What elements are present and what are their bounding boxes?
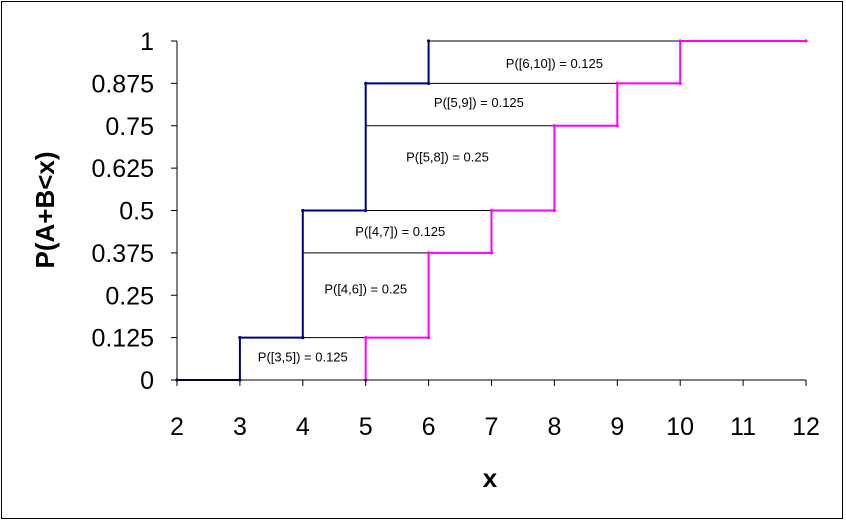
probability-annotation: P([5,8]) = 0.25 (406, 149, 489, 164)
x-tick-label: 9 (610, 413, 624, 441)
annotations: P([3,5]) = 0.125 P([4,6]) = 0.25 P([4,7]) … (258, 56, 603, 364)
series-point (301, 336, 305, 340)
series-point (427, 336, 431, 340)
y-tick-label: 0.625 (91, 155, 154, 183)
x-tick-label: 3 (233, 413, 247, 441)
series-point (238, 336, 242, 340)
y-tick-label: 1 (140, 28, 154, 56)
series-point (615, 81, 619, 85)
y-axis-title: P(A+B<x) (30, 151, 60, 268)
series-point (678, 39, 682, 43)
series-point (301, 208, 305, 213)
series-point (489, 251, 494, 255)
x-tick-label: 11 (730, 413, 756, 441)
y-tick-label: 0 (140, 367, 154, 395)
x-axis-title: x (483, 463, 498, 493)
x-tick-label: 7 (485, 413, 499, 441)
y-tick-label: 0.875 (91, 70, 154, 98)
probability-annotation: P([4,6]) = 0.25 (324, 281, 407, 296)
series-layer (175, 39, 808, 382)
y-tick-label: 0.5 (119, 198, 154, 226)
x-tick-labels: 2 3 4 5 6 7 8 9 10 11 12 (170, 413, 820, 441)
x-tick-label: 12 (792, 413, 820, 441)
x-tick-label: 10 (666, 413, 694, 441)
series-point (427, 81, 431, 85)
y-tick-label: 0.375 (91, 240, 154, 268)
probability-annotation: P([6,10]) = 0.125 (506, 56, 603, 71)
series-point (364, 81, 368, 85)
y-tick-label: 0.25 (105, 282, 154, 310)
series-point (489, 208, 494, 213)
series-point (364, 208, 368, 213)
x-tick-label: 5 (359, 413, 373, 441)
y-tick-labels: 0 0.125 0.25 0.375 0.5 0.625 0.75 0.875 1 (91, 28, 154, 395)
series-point (427, 251, 431, 255)
x-tick-label: 4 (296, 413, 310, 441)
series-point (427, 39, 431, 43)
series-point (615, 124, 619, 128)
probability-annotation: P([3,5]) = 0.125 (258, 349, 348, 364)
x-tick-label: 8 (547, 413, 561, 441)
series-point (552, 124, 557, 128)
probability-annotation: P([4,7]) = 0.125 (355, 224, 445, 239)
x-tick-label: 2 (170, 413, 184, 441)
probability-annotation: P([5,9]) = 0.125 (434, 95, 524, 110)
y-tick-label: 0.75 (105, 113, 154, 141)
x-tick-label: 6 (422, 413, 436, 441)
series-point (678, 81, 682, 85)
series-point (804, 39, 808, 43)
series-point (552, 208, 557, 213)
axes (171, 40, 807, 386)
probability-connectors (239, 40, 681, 339)
y-tick-label: 0.125 (91, 325, 154, 353)
series-point (364, 336, 368, 340)
